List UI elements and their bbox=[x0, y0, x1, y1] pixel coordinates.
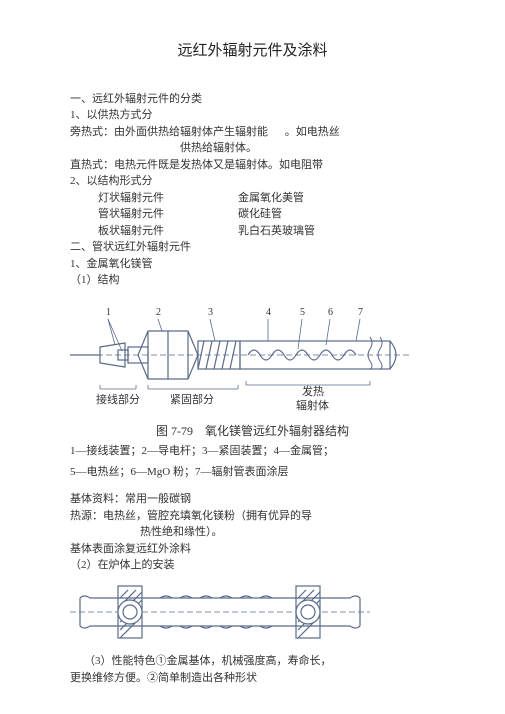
fig1-caption: 图 7-79 氧化镁管远红外辐射器结构 bbox=[70, 422, 435, 440]
para-4: 更换维修方便。②简单制造出各种形状 bbox=[70, 670, 435, 687]
text-1b: 直热式：电热元件既是发热体又是辐射体。如电阻带 bbox=[70, 157, 435, 174]
para-3: 基体表面涂复远红外涂料 bbox=[70, 541, 435, 558]
heading-2: 二、管状远红外辐射元件 bbox=[70, 239, 435, 256]
fig1-label-5: 5 bbox=[300, 307, 305, 318]
subhead-3c: （3）性能特色①金属基体，机械强度高，寿命长， bbox=[84, 655, 332, 667]
subhead-1: 1、以供热方式分 bbox=[70, 107, 435, 124]
fig1-legend-2: 5—电热丝；6—MgO 粉；7—辐射管表面涂层 bbox=[70, 463, 435, 482]
para-1: 基体资料：常用一般碳钢 bbox=[70, 491, 435, 508]
para-2b: 热性绝和缘性）。 bbox=[140, 524, 435, 541]
fig1-label-4: 4 bbox=[266, 307, 271, 318]
text-1a-dot: 。如电热丝 bbox=[285, 126, 340, 138]
fig1-label-7: 7 bbox=[358, 307, 363, 318]
fig1-legend-1: 1—接线装置；2—导电杆；3—紧固装置；4—金属管； bbox=[70, 442, 435, 461]
row3-right: 乳白石英玻璃管 bbox=[238, 223, 435, 240]
fig1-bottom-a: 接线部分 bbox=[96, 392, 140, 406]
fig1-bottom-c: 发热 bbox=[302, 384, 324, 398]
row1-left: 灯状辐射元件 bbox=[98, 190, 238, 207]
subhead-2: 2、以结构形式分 bbox=[70, 173, 435, 190]
subhead-3b: （2）在炉体上的安装 bbox=[70, 557, 435, 574]
row3-left: 板状辐射元件 bbox=[98, 223, 238, 240]
figure-1: 1 2 3 4 5 6 7 接线部分 bbox=[70, 295, 435, 421]
row1-right: 金属氧化美管 bbox=[238, 190, 435, 207]
fig1-label-2: 2 bbox=[156, 307, 161, 318]
heading-1: 一、远红外辐射元件的分类 bbox=[70, 91, 435, 108]
row2-left: 管状辐射元件 bbox=[98, 206, 238, 223]
text-1a: 旁热式：由外面供热给辐射体产生辐射能 bbox=[70, 126, 268, 138]
fig1-label-6: 6 bbox=[328, 307, 333, 318]
fig1-label-3: 3 bbox=[208, 307, 213, 318]
text-1a-sub: 供热给辐射体。 bbox=[180, 140, 435, 157]
row2-right: 碳化硅管 bbox=[238, 206, 435, 223]
fig1-bottom-d: 辐射体 bbox=[296, 398, 329, 412]
figure-2 bbox=[70, 580, 435, 648]
para-2: 热源：电热丝，管腔充填氧化镁粉（拥有优异的导 bbox=[70, 508, 435, 525]
subhead-3a: （1）结构 bbox=[70, 272, 435, 289]
page-title: 远红外辐射元件及涂料 bbox=[70, 40, 435, 63]
fig1-bottom-b: 紧固部分 bbox=[170, 392, 214, 406]
subhead-3: 1、金属氧化镁管 bbox=[70, 256, 435, 273]
fig1-label-1: 1 bbox=[106, 307, 111, 318]
